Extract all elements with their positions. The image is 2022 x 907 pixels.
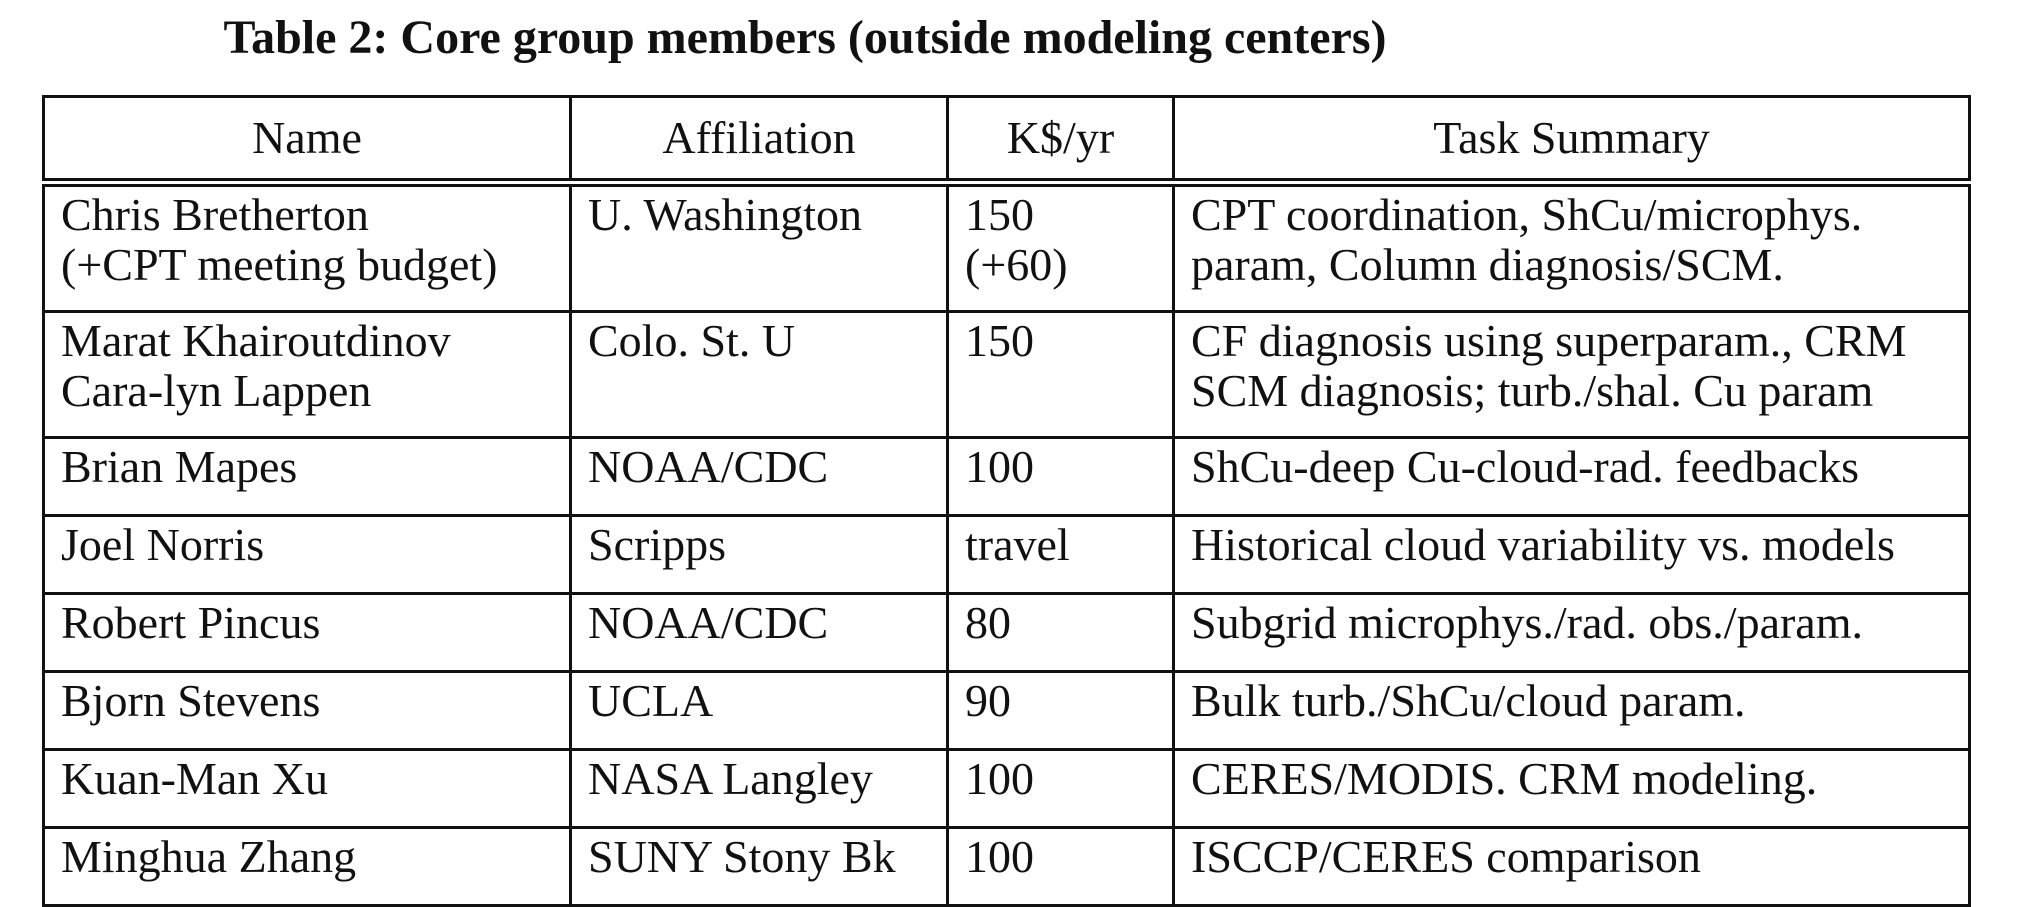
table-row: Joel Norris Scripps travel Historical cl… (42, 514, 1971, 595)
header-affiliation: Affiliation (569, 95, 949, 187)
task-line: CPT coordination, ShCu/microphys. (1191, 189, 1863, 240)
cell-budget: 80 (946, 592, 1175, 673)
cell-affiliation: Scripps (569, 514, 949, 595)
cell-budget: 100 (946, 748, 1175, 829)
header-budget: K$/yr (946, 95, 1175, 187)
task-line: CF diagnosis using superparam., CRM (1191, 315, 1907, 366)
budget-line: (+60) (965, 239, 1068, 290)
cell-affiliation: NOAA/CDC (569, 592, 949, 673)
task-line: param, Column diagnosis/SCM. (1191, 239, 1784, 290)
cell-task-summary: Bulk turb./ShCu/cloud param. (1172, 670, 1971, 751)
core-group-table: Name Affiliation K$/yr Task Summary Chri… (42, 95, 1971, 907)
budget-line: 150 (965, 315, 1034, 366)
cell-task-summary: CF diagnosis using superparam., CRM SCM … (1172, 310, 1971, 439)
cell-name: Bjorn Stevens (42, 670, 572, 751)
cell-task-summary: Historical cloud variability vs. models (1172, 514, 1971, 595)
table-row: Robert Pincus NOAA/CDC 80 Subgrid microp… (42, 592, 1971, 673)
name-line: Cara-lyn Lappen (61, 365, 372, 416)
cell-affiliation: UCLA (569, 670, 949, 751)
table-row: Marat Khairoutdinov Cara-lyn Lappen Colo… (42, 310, 1971, 439)
name-line: Chris Bretherton (61, 189, 369, 240)
cell-affiliation: SUNY Stony Bk (569, 826, 949, 907)
cell-name: Robert Pincus (42, 592, 572, 673)
table-row: Bjorn Stevens UCLA 90 Bulk turb./ShCu/cl… (42, 670, 1971, 751)
table-row: Chris Bretherton (+CPT meeting budget) U… (42, 181, 1971, 313)
cell-name: Chris Bretherton (+CPT meeting budget) (42, 181, 572, 313)
cell-affiliation: Colo. St. U (569, 310, 949, 439)
cell-name: Joel Norris (42, 514, 572, 595)
cell-affiliation: U. Washington (569, 181, 949, 313)
header-name: Name (42, 95, 572, 187)
name-line: Marat Khairoutdinov (61, 315, 451, 366)
table-row: Kuan-Man Xu NASA Langley 100 CERES/MODIS… (42, 748, 1971, 829)
cell-budget: 90 (946, 670, 1175, 751)
cell-name: Brian Mapes (42, 436, 572, 517)
cell-task-summary: Subgrid microphys./rad. obs./param. (1172, 592, 1971, 673)
header-task-summary: Task Summary (1172, 95, 1971, 187)
cell-affiliation: NASA Langley (569, 748, 949, 829)
task-line: SCM diagnosis; turb./shal. Cu param (1191, 365, 1874, 416)
table-row: Brian Mapes NOAA/CDC 100 ShCu-deep Cu-cl… (42, 436, 1971, 517)
affiliation-text: U. Washington (588, 189, 863, 240)
table-header-row: Name Affiliation K$/yr Task Summary (42, 95, 1971, 187)
cell-budget: 100 (946, 436, 1175, 517)
cell-name: Marat Khairoutdinov Cara-lyn Lappen (42, 310, 572, 439)
cell-name: Kuan-Man Xu (42, 748, 572, 829)
cell-task-summary: CERES/MODIS. CRM modeling. (1172, 748, 1971, 829)
table-caption: Table 2: Core group members (outside mod… (223, 11, 1387, 64)
budget-line: 150 (965, 189, 1034, 240)
affiliation-text: Colo. St. U (588, 315, 796, 366)
cell-task-summary: CPT coordination, ShCu/microphys. param,… (1172, 181, 1971, 313)
name-line: (+CPT meeting budget) (61, 239, 498, 290)
cell-budget: 150 (946, 310, 1175, 439)
cell-affiliation: NOAA/CDC (569, 436, 949, 517)
cell-budget: 150 (+60) (946, 181, 1175, 313)
cell-task-summary: ShCu-deep Cu-cloud-rad. feedbacks (1172, 436, 1971, 517)
cell-budget: travel (946, 514, 1175, 595)
